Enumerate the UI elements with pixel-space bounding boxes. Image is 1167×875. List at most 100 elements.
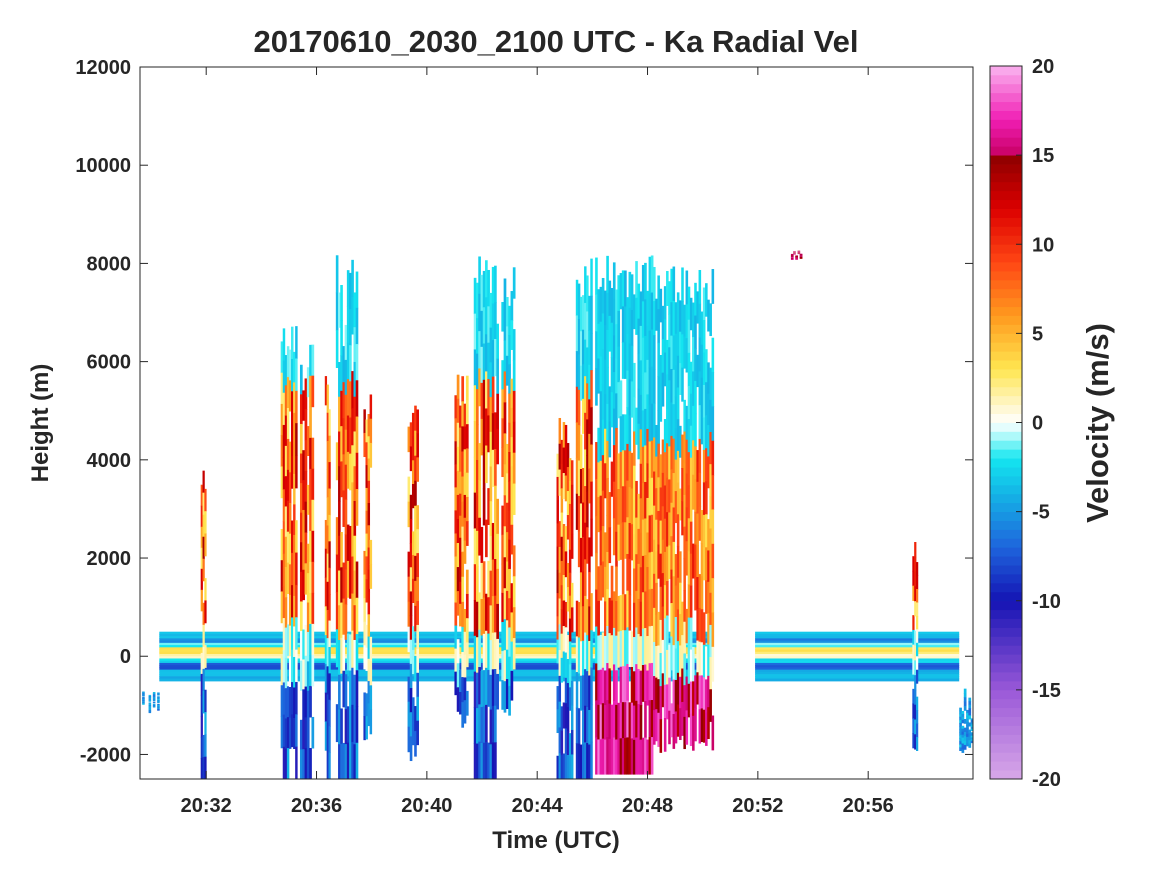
echo-cell: [508, 539, 511, 570]
echo-cell: [657, 342, 660, 377]
echo-cell: [494, 595, 497, 633]
echo-cell: [304, 563, 308, 595]
echo-cell: [644, 701, 647, 739]
echo-cell: [291, 520, 294, 554]
echo-cell: [459, 603, 462, 627]
echo-cell: [795, 259, 798, 260]
surface-band-row: [755, 665, 960, 669]
echo-cell: [624, 738, 627, 775]
echo-cell: [508, 685, 511, 716]
echo-cell: [582, 295, 585, 331]
echo-cell: [570, 533, 574, 559]
echo-cell: [648, 441, 652, 479]
echo-cell: [204, 511, 207, 534]
echo-cell: [597, 289, 600, 325]
echo-cell: [363, 692, 366, 717]
echo-cell: [659, 719, 663, 753]
echo-cell: [709, 399, 712, 433]
colorbar: [990, 66, 1022, 780]
echo-cell: [340, 567, 343, 604]
echo-cell: [353, 709, 357, 745]
echo-cell: [655, 488, 658, 521]
echo-cell: [584, 302, 587, 341]
echo-cell: [702, 677, 706, 711]
echo-cell: [961, 749, 965, 753]
echo-cell: [672, 713, 676, 749]
colorbar-bin: [990, 110, 1022, 120]
echo-cell: [365, 647, 368, 671]
echo-cell: [489, 292, 493, 329]
echo-cell: [306, 749, 310, 779]
surface-band-segment: [755, 631, 960, 682]
echo-cell: [705, 283, 708, 317]
colorbar-bin: [990, 743, 1022, 753]
echo-cell: [508, 393, 511, 424]
echo-cell: [630, 345, 634, 382]
echo-cell: [606, 551, 609, 590]
echo-cell: [659, 553, 663, 588]
echo-cell: [284, 536, 288, 568]
echo-cell: [304, 748, 308, 779]
echo-cell: [309, 561, 312, 594]
echo-cell: [491, 413, 495, 451]
echo-cell: [291, 617, 294, 651]
echo-cell: [503, 557, 507, 589]
echo-cell: [590, 407, 593, 445]
echo-cell: [478, 592, 481, 631]
echo-cell: [465, 521, 469, 546]
echo-cell: [407, 576, 411, 603]
echo-cell: [968, 736, 972, 741]
echo-cell: [628, 487, 632, 524]
echo-cell: [200, 715, 203, 738]
echo-cell: [286, 438, 290, 471]
echo-cell: [456, 494, 460, 520]
echo-cell: [595, 368, 598, 406]
echo-cell: [284, 688, 288, 719]
echo-cell: [575, 386, 579, 423]
echo-cell: [560, 754, 564, 779]
colorbar-bin: [990, 698, 1022, 709]
echo-cell: [666, 684, 669, 720]
echo-cell: [291, 326, 294, 360]
echo-cell: [280, 341, 284, 374]
echo-cell: [282, 489, 286, 522]
echo-cell: [456, 374, 460, 400]
colorbar-bin: [990, 672, 1022, 682]
echo-cell: [606, 737, 609, 775]
echo-cell: [512, 483, 516, 515]
echo-cell: [496, 393, 499, 430]
echo-cell: [700, 543, 704, 577]
echo-cell: [694, 708, 697, 742]
echo-cell: [204, 533, 207, 557]
echo-cell: [590, 704, 593, 743]
echo-cell: [454, 648, 458, 673]
echo-cell: [335, 255, 339, 294]
echo-cell: [639, 670, 643, 706]
echo-cell: [586, 599, 589, 636]
echo-cell: [508, 335, 511, 365]
echo-cell: [637, 739, 641, 775]
echo-cell: [709, 689, 712, 722]
echo-cell: [480, 346, 484, 384]
echo-cell: [604, 394, 607, 430]
echo-cell: [200, 757, 203, 779]
echo-cell: [681, 367, 684, 402]
echo-cell: [556, 755, 559, 779]
echo-cell: [621, 702, 625, 739]
echo-cell: [915, 737, 919, 751]
echo-cell: [286, 717, 290, 749]
echo-cell: [685, 405, 689, 441]
echo-cell: [606, 366, 609, 405]
echo-cell: [608, 421, 612, 458]
echo-cell: [698, 337, 702, 372]
echo-cell: [626, 664, 629, 702]
echo-cell: [668, 413, 671, 447]
surface-band-row: [159, 669, 714, 673]
echo-cell: [478, 368, 481, 407]
echo-cell: [666, 271, 669, 306]
echo-cell: [577, 318, 581, 355]
echo-cell: [508, 481, 511, 511]
echo-cell: [668, 710, 671, 745]
echo-cell: [648, 515, 652, 553]
echo-cell: [505, 590, 509, 621]
